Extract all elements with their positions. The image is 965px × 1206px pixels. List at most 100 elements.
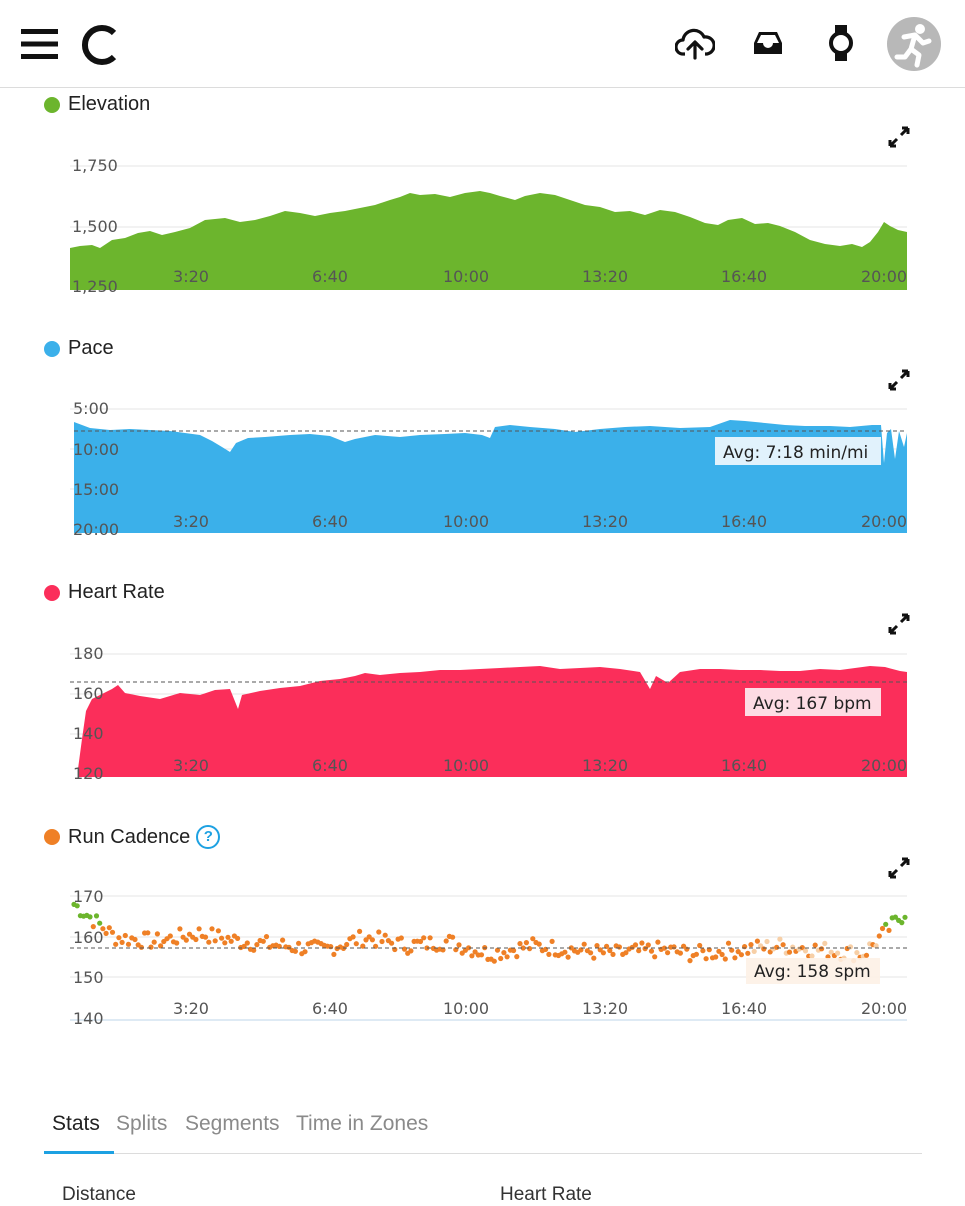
cadence-xtick: 10:00 [443, 999, 489, 1018]
elevation-x-ticks: 3:20 6:40 10:00 13:20 16:40 20:00 [173, 267, 907, 286]
pace-x-ticks: 3:20 6:40 10:00 13:20 16:40 20:00 [173, 512, 907, 531]
cadence-point [90, 924, 96, 930]
cadence-point [456, 942, 462, 948]
cadence-point [174, 940, 180, 946]
tab-time-in-zones[interactable]: Time in Zones [296, 1112, 429, 1135]
cadence-point [745, 950, 751, 956]
cadence-point [510, 947, 517, 954]
cadence-xtick: 16:40 [721, 999, 767, 1018]
cadence-point [87, 914, 93, 920]
cadence-point [835, 950, 841, 956]
cadence-point [498, 955, 504, 962]
cloud-upload-icon[interactable] [674, 28, 716, 60]
cadence-point [260, 938, 266, 944]
cadence-point [610, 951, 616, 957]
cadence-point [167, 933, 173, 939]
elevation-ytick: 1,500 [72, 217, 118, 236]
expand-pace-chart-icon[interactable] [888, 369, 910, 391]
cadence-point [802, 948, 809, 954]
pace-ytick: 15:00 [73, 480, 119, 499]
pace-ytick: 20:00 [73, 520, 119, 539]
inbox-tray-icon[interactable] [752, 29, 784, 57]
cadence-point [212, 938, 218, 944]
cadence-point [331, 951, 337, 957]
run-cadence-chart: Avg: 158 spm 170 160 150 140 3:20 6:40 1… [70, 887, 908, 1028]
heart-rate-xtick: 13:20 [582, 756, 628, 775]
cadence-point [254, 942, 260, 948]
cadence-point [401, 946, 408, 952]
cadence-y-ticks: 170 160 150 140 [73, 887, 104, 1028]
cadence-point [639, 940, 645, 946]
expand-run-cadence-chart-icon[interactable] [888, 857, 910, 879]
pace-avg-label: Avg: 7:18 min/mi [723, 443, 868, 463]
cadence-point [222, 940, 228, 946]
elevation-ytick: 1,250 [72, 277, 118, 296]
pace-title-text: Pace [68, 337, 114, 359]
tab-stats[interactable]: Stats [44, 1105, 114, 1154]
cadence-point [591, 955, 597, 961]
cadence-point [751, 948, 757, 954]
cadence-point [754, 938, 761, 944]
heart-rate-avg-label: Avg: 167 bpm [753, 694, 872, 714]
cadence-point [648, 948, 655, 954]
pace-ytick: 5:00 [73, 399, 109, 418]
cadence-point [847, 944, 854, 950]
tab-splits[interactable]: Splits [116, 1112, 168, 1135]
cadence-x-ticks: 3:20 6:40 10:00 13:20 16:40 20:00 [173, 999, 907, 1018]
cadence-point [280, 937, 286, 943]
garmin-connect-logo-icon[interactable] [78, 23, 122, 67]
cadence-point [902, 914, 908, 920]
activity-tabs: Stats Splits Segments Time in Zones [44, 1105, 922, 1154]
cadence-point [389, 940, 395, 946]
cadence-point [565, 954, 571, 960]
watch-icon[interactable] [828, 25, 854, 61]
cadence-point [809, 953, 815, 959]
cadence-point [636, 948, 642, 954]
heart-rate-legend-dot [44, 584, 60, 601]
cadence-point [478, 952, 485, 958]
cadence-point [93, 913, 100, 919]
expand-heart-rate-chart-icon[interactable] [888, 613, 910, 635]
cadence-point [427, 935, 433, 941]
runner-avatar-icon[interactable] [887, 17, 941, 71]
help-icon[interactable]: ? [196, 825, 221, 849]
cadence-point [536, 941, 542, 947]
elevation-xtick: 6:40 [312, 267, 348, 286]
tab-segments[interactable]: Segments [185, 1112, 280, 1135]
cadence-point [202, 934, 209, 940]
cadence-point [417, 938, 424, 945]
cadence-point [616, 944, 623, 950]
hamburger-menu-icon[interactable] [21, 27, 58, 61]
cadence-point [443, 938, 449, 944]
cadence-avg-label: Avg: 158 spm [754, 962, 871, 982]
cadence-point [578, 947, 584, 953]
cadence-point [235, 935, 241, 941]
cadence-point [632, 942, 639, 948]
elevation-xtick: 20:00 [861, 267, 907, 286]
elevation-xtick: 10:00 [443, 267, 489, 286]
cadence-xtick: 6:40 [312, 999, 348, 1018]
cadence-point [799, 945, 805, 951]
cadence-point [148, 944, 154, 950]
cadence-point [700, 948, 706, 954]
expand-elevation-chart-icon[interactable] [888, 126, 910, 148]
cadence-point [357, 928, 363, 934]
cadence-point [158, 943, 164, 949]
cadence-point [106, 925, 112, 931]
cadence-point [652, 954, 658, 960]
cadence-point [408, 948, 414, 954]
cadence-point [758, 943, 764, 949]
cadence-point [421, 935, 427, 941]
pace-xtick: 16:40 [721, 512, 767, 531]
cadence-point [103, 930, 109, 936]
cadence-point [225, 934, 231, 940]
distance-stat-label: Distance [62, 1184, 136, 1205]
cadence-point [879, 925, 886, 932]
cadence-point [151, 939, 157, 945]
cadence-point [790, 944, 796, 950]
pace-avg-badge [715, 437, 881, 465]
cadence-point [116, 935, 122, 941]
cadence-point [684, 946, 690, 952]
cadence-point [774, 944, 780, 950]
cadence-point [491, 958, 497, 964]
